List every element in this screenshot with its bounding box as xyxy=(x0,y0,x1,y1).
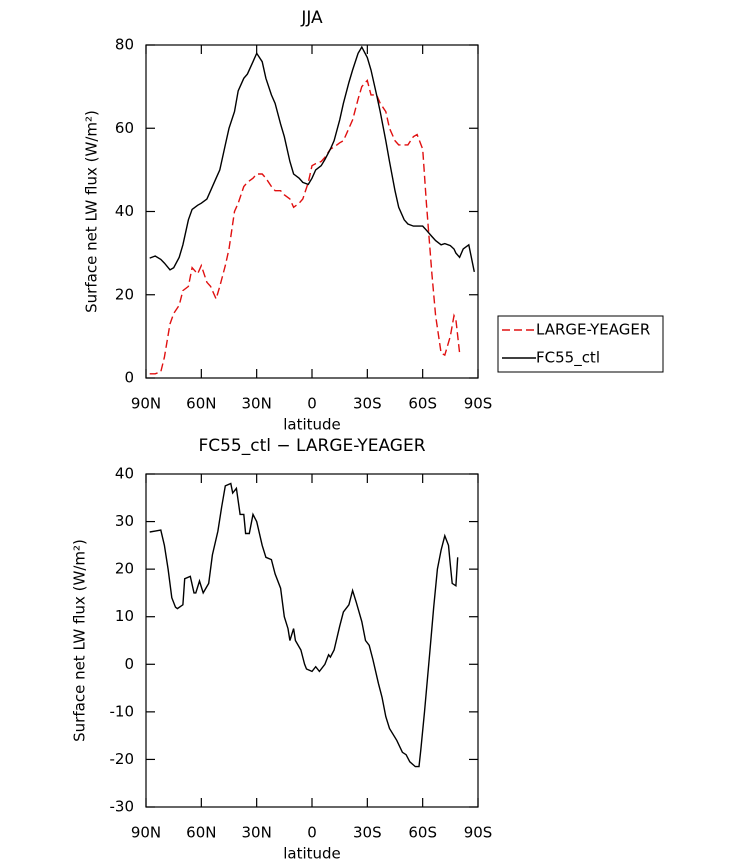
x-axis-label: latitude xyxy=(283,845,341,863)
y-tick-label: 10 xyxy=(115,607,134,625)
plot-frame xyxy=(145,44,479,379)
x-tick-label: 90S xyxy=(464,395,493,413)
x-tick-label: 30N xyxy=(242,395,272,413)
legend-box xyxy=(497,315,664,373)
x-tick-label: 60S xyxy=(408,395,437,413)
y-tick-label: 40 xyxy=(115,202,134,220)
data-line xyxy=(149,482,459,768)
y-tick-label: 40 xyxy=(115,465,134,483)
x-tick-label: 90S xyxy=(464,824,493,842)
legend-label: FC55_ctl xyxy=(536,349,600,368)
chart-title: JJA xyxy=(300,8,323,28)
x-axis-label: latitude xyxy=(283,416,341,434)
y-axis-label: Surface net LW flux (W/m²) xyxy=(71,539,89,742)
plot-frame xyxy=(145,473,479,808)
data-line xyxy=(149,45,475,273)
x-tick-label: 0 xyxy=(307,395,317,413)
legend-label: LARGE-YEAGER xyxy=(536,321,650,339)
x-tick-label: 90N xyxy=(131,824,161,842)
chart-title: FC55_ctl − LARGE-YEAGER xyxy=(198,436,425,456)
y-tick-label: 20 xyxy=(115,285,134,303)
y-axis-label: Surface net LW flux (W/m²) xyxy=(83,110,101,313)
y-tick-label: 20 xyxy=(115,560,134,578)
x-tick-label: 60N xyxy=(186,824,216,842)
y-tick-label: -20 xyxy=(110,750,135,768)
y-tick-label: 60 xyxy=(115,119,134,137)
x-tick-label: 60S xyxy=(408,824,437,842)
x-tick-label: 0 xyxy=(307,824,317,842)
data-line xyxy=(149,78,461,375)
x-tick-label: 30S xyxy=(353,395,382,413)
y-tick-label: -30 xyxy=(110,798,135,816)
y-tick-label: -10 xyxy=(110,702,135,720)
x-tick-label: 60N xyxy=(186,395,216,413)
y-tick-label: 30 xyxy=(115,512,134,530)
x-tick-label: 30S xyxy=(353,824,382,842)
y-tick-label: 0 xyxy=(124,655,134,673)
x-tick-label: 30N xyxy=(242,824,272,842)
y-tick-label: 0 xyxy=(124,369,134,387)
x-tick-label: 90N xyxy=(131,395,161,413)
y-tick-label: 80 xyxy=(115,36,134,54)
